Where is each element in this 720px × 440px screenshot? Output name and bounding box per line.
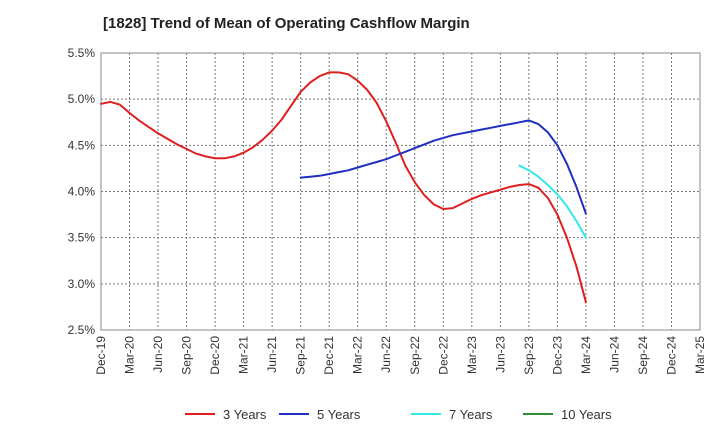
x-tick-label: Mar-24 [579,336,593,374]
x-tick-label: Sep-24 [636,336,650,375]
y-tick-label: 4.5% [68,138,96,152]
x-tick-label: Dec-24 [664,336,678,375]
series-lines [100,71,587,304]
x-tick-label: Mar-21 [237,336,251,374]
legend-label-7-years: 7 Years [449,407,493,422]
x-tick-label: Dec-20 [208,336,222,375]
y-axis-ticks: 2.5% 3.0% 3.5% 4.0% 4.5% 5.0% 5.5% [68,46,96,337]
x-tick-label: Jun-23 [493,336,507,373]
y-tick-label: 5.5% [68,46,96,60]
x-tick-label: Dec-23 [550,336,564,375]
x-tick-label: Dec-21 [322,336,336,375]
legend-label-10-years: 10 Years [561,407,612,422]
plot-area-frame [100,52,701,331]
x-tick-label: Sep-20 [180,336,194,375]
x-tick-label: Jun-22 [379,336,393,373]
x-tick-label: Sep-21 [294,336,308,375]
series-line-7-years [518,164,587,239]
y-tick-label: 4.0% [68,185,96,199]
legend: 3 Years 5 Years 7 Years 10 Years [185,407,612,422]
x-tick-label: Jun-24 [607,336,621,373]
x-tick-label: Mar-23 [465,336,479,374]
series-line-5-years [299,119,587,215]
x-tick-label: Sep-22 [408,336,422,375]
x-tick-label: Dec-19 [94,336,108,375]
x-axis-ticks: Dec-19 Mar-20 Jun-20 Sep-20 Dec-20 Mar-21 Jun-… [94,336,707,375]
x-tick-label: Sep-23 [522,336,536,375]
series-line-3-years [100,71,587,304]
y-tick-label: 5.0% [68,92,96,106]
x-tick-label: Jun-21 [265,336,279,373]
grid-lines [101,53,700,330]
x-tick-label: Dec-22 [436,336,450,375]
y-tick-label: 3.5% [68,231,96,245]
x-tick-label: Mar-20 [123,336,137,374]
chart-title: [1828] Trend of Mean of Operating Cashfl… [103,15,470,32]
x-tick-label: Jun-20 [151,336,165,373]
legend-label-5-years: 5 Years [317,407,361,422]
y-tick-label: 3.0% [68,277,96,291]
x-tick-label: Mar-25 [693,336,707,374]
y-tick-label: 2.5% [68,323,96,337]
legend-label-3-years: 3 Years [223,407,267,422]
x-tick-label: Mar-22 [351,336,365,374]
